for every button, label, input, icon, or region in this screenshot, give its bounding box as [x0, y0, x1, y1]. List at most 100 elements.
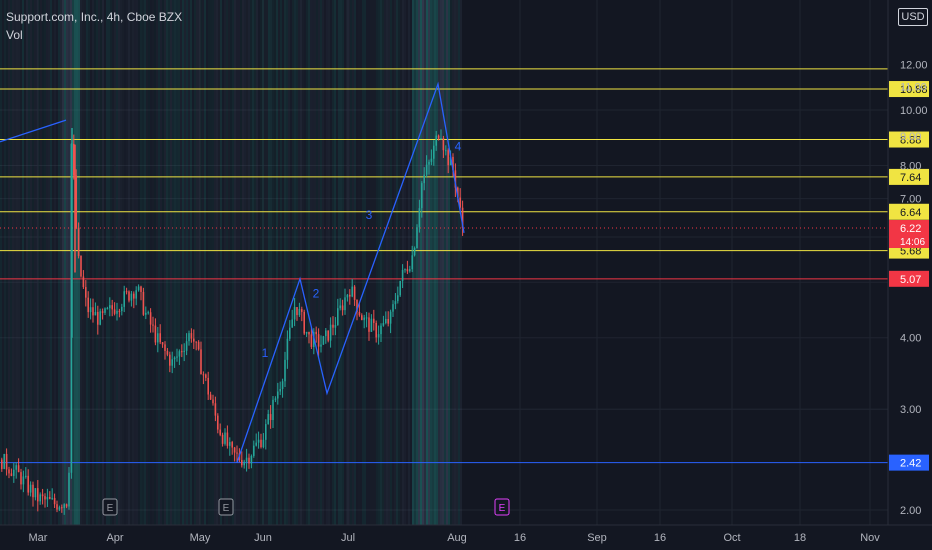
volume-bar	[152, 0, 154, 525]
candle-body	[209, 394, 212, 400]
volume-bar	[144, 0, 146, 525]
volume-bar	[312, 0, 314, 525]
candle-body	[94, 312, 97, 316]
x-tick-label: 16	[514, 532, 526, 544]
volume-bar	[28, 0, 30, 525]
y-tick-label: 7.00	[900, 194, 921, 206]
volume-bar	[82, 0, 84, 525]
volume-bar	[168, 0, 170, 525]
volume-bar	[296, 0, 298, 525]
volume-bar	[294, 0, 296, 525]
volume-bar	[210, 0, 212, 525]
volume-bar	[284, 0, 286, 525]
volume-bar	[242, 0, 244, 525]
candle-body	[449, 156, 452, 166]
volume-bar	[348, 0, 350, 525]
volume-bar	[238, 0, 240, 525]
candle-body	[5, 453, 8, 470]
volume-bar	[440, 0, 442, 525]
level-label: 2.42	[900, 458, 921, 470]
volume-bar	[236, 0, 238, 525]
x-tick-label: Sep	[587, 532, 607, 544]
volume-bar	[450, 0, 452, 525]
candle-body	[29, 484, 32, 493]
volume-bar	[92, 0, 94, 525]
candle-body	[65, 504, 68, 507]
candle-body	[289, 327, 291, 339]
candle-body	[135, 290, 137, 299]
x-tick-label: Mar	[29, 532, 48, 544]
x-tick-label: Aug	[447, 532, 467, 544]
candle-body	[140, 286, 142, 292]
volume-bar	[320, 0, 322, 525]
currency-button[interactable]: USD	[898, 8, 928, 26]
candle-body	[152, 324, 154, 326]
candle-body	[149, 312, 152, 325]
volume-bar	[30, 0, 32, 525]
candle-body	[1, 459, 3, 469]
candle-body	[173, 357, 176, 360]
y-tick-label-partial: 12.00	[900, 60, 928, 72]
volume-bar	[208, 0, 210, 525]
volume-indicator-label[interactable]: Vol	[6, 28, 23, 42]
price-axis[interactable]: 2.00 3.00 4.00 7.00 8.00 10.00 12.00 11.00 9.00	[887, 0, 928, 525]
candle-body	[202, 374, 205, 376]
volume-bar	[146, 0, 148, 525]
candle-body	[46, 496, 49, 500]
level-label-bg	[889, 168, 929, 185]
volume-bar	[36, 0, 38, 525]
volume-bar	[368, 0, 370, 525]
candle-body	[118, 310, 121, 312]
candle-body	[440, 137, 442, 139]
candle-body	[341, 305, 344, 311]
volume-bar	[26, 0, 28, 525]
volume-bar	[126, 0, 128, 525]
candle-body	[130, 293, 133, 301]
volume-bar	[170, 0, 172, 525]
volume-bar	[68, 0, 70, 525]
candle-body	[217, 415, 219, 430]
volume-bar	[252, 0, 254, 525]
volume-bar	[420, 0, 422, 525]
candle-body	[145, 312, 147, 315]
candle-body	[32, 484, 34, 498]
volume-bar	[128, 0, 130, 525]
volume-bar	[46, 0, 48, 525]
time-axis[interactable]: Mar Apr May Jun Jul Aug 16 Sep 16 Oct 18 Nov	[0, 524, 932, 544]
volume-bar	[422, 0, 424, 525]
candle-body	[133, 293, 135, 299]
volume-bar	[196, 0, 198, 525]
volume-bar	[394, 0, 396, 525]
volume-bar	[18, 0, 20, 525]
volume-bar	[184, 0, 186, 525]
candle-body	[75, 175, 77, 228]
level-label-bg	[889, 131, 929, 148]
volume-bar	[226, 0, 228, 525]
volume-bar	[22, 0, 24, 525]
volume-bar	[76, 0, 78, 525]
volume-bar	[350, 0, 352, 525]
volume-bar	[254, 0, 256, 525]
volume-bar	[240, 0, 242, 525]
candle-body	[56, 504, 58, 510]
volume-bar	[62, 0, 64, 525]
candle-body	[337, 308, 339, 325]
candle-body	[303, 311, 305, 334]
volume-bar	[378, 0, 380, 525]
trend-line	[0, 119, 67, 143]
volume-bar	[338, 0, 340, 525]
volume-bar	[220, 0, 222, 525]
volume-bar	[188, 0, 190, 525]
volume-bar	[94, 0, 96, 525]
volume-bar	[324, 0, 326, 525]
x-tick-label: 16	[654, 532, 666, 544]
candles	[1, 128, 464, 515]
earnings-marker-box	[494, 498, 510, 516]
candle-body	[325, 330, 327, 337]
candle-body	[329, 324, 332, 341]
candle-body	[257, 439, 260, 443]
candle-body	[442, 137, 445, 151]
volume-bar	[124, 0, 126, 525]
volume-bar	[156, 0, 158, 525]
